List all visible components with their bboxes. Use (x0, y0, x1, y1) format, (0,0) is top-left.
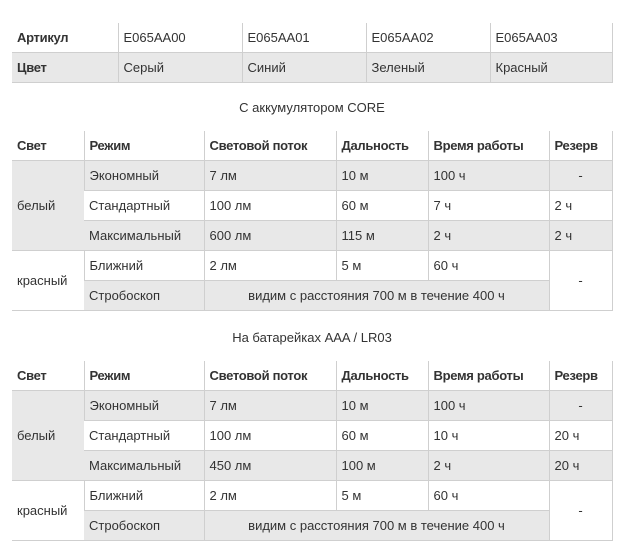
flux-cell: 7 лм (203, 160, 336, 191)
column-header: Время работы (427, 131, 549, 161)
time-cell: 2 ч (427, 220, 549, 251)
mode-cell: Стробоскоп (84, 510, 204, 541)
mode-cell: Стробоскоп (84, 280, 204, 311)
mode-cell: Экономный (83, 390, 204, 421)
flux-cell: 450 лм (203, 450, 336, 481)
time-cell: 2 ч (427, 450, 549, 481)
mode-cell: Стандартный (84, 420, 204, 451)
section-title: С аккумулятором CORE (239, 100, 385, 115)
table-row: белый Экономный 7 лм 10 м 100 ч- (12, 390, 613, 481)
flux-cell: 100 лм (203, 420, 336, 451)
reserve-cell: - (548, 480, 613, 541)
range-cell: 10 м (335, 160, 428, 191)
light-red-label: красный (12, 480, 84, 541)
column-header: Резерв (548, 361, 613, 391)
article-label: Артикул (12, 23, 118, 53)
reserve-cell: 2 ч (548, 190, 613, 221)
mode-cell: Максимальный (84, 220, 204, 251)
range-cell: 60 м (335, 190, 428, 221)
column-header: Дальность (335, 131, 428, 161)
range-cell: 10 м (335, 390, 428, 421)
mode-cell: Стандартный (84, 190, 204, 221)
article-color-table: Артикул E065AA00 E065AA01 E065AA02 E065A… (12, 23, 613, 83)
column-header: Режим (83, 131, 204, 161)
reserve-cell: 20 ч (548, 420, 613, 451)
reserve-cell: 20 ч (548, 450, 613, 481)
article-value: E065AA01 (241, 23, 366, 53)
column-header: Световой поток (203, 131, 336, 161)
range-cell: 5 м (335, 480, 428, 511)
table-row: Стандартный 100 лм 60 м 10 ч 20 ч (12, 420, 613, 451)
flux-cell: 100 лм (203, 190, 336, 221)
section-title: На батарейках AAA / LR03 (232, 330, 392, 345)
column-header: Свет (12, 131, 84, 161)
range-cell: 100 м (335, 450, 428, 481)
light-red-label: красный (12, 250, 84, 311)
column-header: Дальность (335, 361, 428, 391)
article-value: E065AA02 (365, 23, 490, 53)
column-header: Световой поток (203, 361, 336, 391)
light-white-label: белый (12, 390, 84, 481)
flux-cell: 2 лм (203, 250, 336, 281)
time-cell: 100 ч (427, 160, 549, 191)
flux-cell: 2 лм (203, 480, 336, 511)
mode-cell: Ближний (83, 480, 204, 511)
time-cell: 7 ч (427, 190, 549, 221)
color-label: Цвет (12, 52, 118, 83)
color-value: Серый (117, 52, 242, 83)
article-value: E065AA03 (489, 23, 613, 53)
color-row: Цвет Серый Синий Зеленый Красный (12, 52, 613, 83)
range-cell: 5 м (335, 250, 428, 281)
reserve-cell: - (548, 160, 613, 191)
header-row: Свет Режим Световой поток Дальность Время ра… (12, 361, 613, 391)
column-header: Свет (12, 361, 84, 391)
header-row: Свет Режим Световой поток Дальность Время ра… (12, 131, 613, 161)
time-cell: 100 ч (427, 390, 549, 421)
table-row: красный Ближний 2 лм 5 м 60 ч- (12, 250, 613, 311)
article-row: Артикул E065AA00 E065AA01 E065AA02 E065A… (12, 23, 613, 53)
table-row: Стробоскоп видим с расстояния 700 м в теч… (12, 280, 612, 311)
mode-cell: Ближний (83, 250, 204, 281)
color-value: Синий (241, 52, 366, 83)
article-value: E065AA00 (117, 23, 242, 53)
reserve-cell: - (548, 390, 613, 421)
column-header: Режим (83, 361, 204, 391)
range-cell: 60 м (335, 420, 428, 451)
table-row: Стробоскоп видим с расстояния 700 м в теч… (12, 510, 612, 541)
time-cell: 60 ч (427, 480, 549, 511)
flux-cell: 600 лм (203, 220, 336, 251)
column-header: Резерв (548, 131, 613, 161)
color-value: Красный (489, 52, 613, 83)
reserve-cell: 2 ч (548, 220, 613, 251)
strobe-cell: видим с расстояния 700 м в течение 400 ч (203, 510, 550, 541)
table-row: белый Экономный 7 лм 10 м 100 ч- (12, 160, 613, 251)
time-cell: 60 ч (427, 250, 549, 281)
light-white-label: белый (12, 160, 84, 251)
range-cell: 115 м (335, 220, 428, 251)
reserve-cell: - (548, 250, 613, 311)
time-cell: 10 ч (427, 420, 549, 451)
spec-table-core: Свет Режим Световой поток Дальность Время ра… (12, 131, 613, 311)
spec-table-aaa: Свет Режим Световой поток Дальность Время ра… (12, 361, 613, 541)
mode-cell: Максимальный (84, 450, 204, 481)
flux-cell: 7 лм (203, 390, 336, 421)
strobe-cell: видим с расстояния 700 м в течение 400 ч (203, 280, 550, 311)
table-row: красный Ближний 2 лм 5 м 60 ч- (12, 480, 613, 541)
mode-cell: Экономный (83, 160, 204, 191)
column-header: Время работы (427, 361, 549, 391)
color-value: Зеленый (365, 52, 490, 83)
